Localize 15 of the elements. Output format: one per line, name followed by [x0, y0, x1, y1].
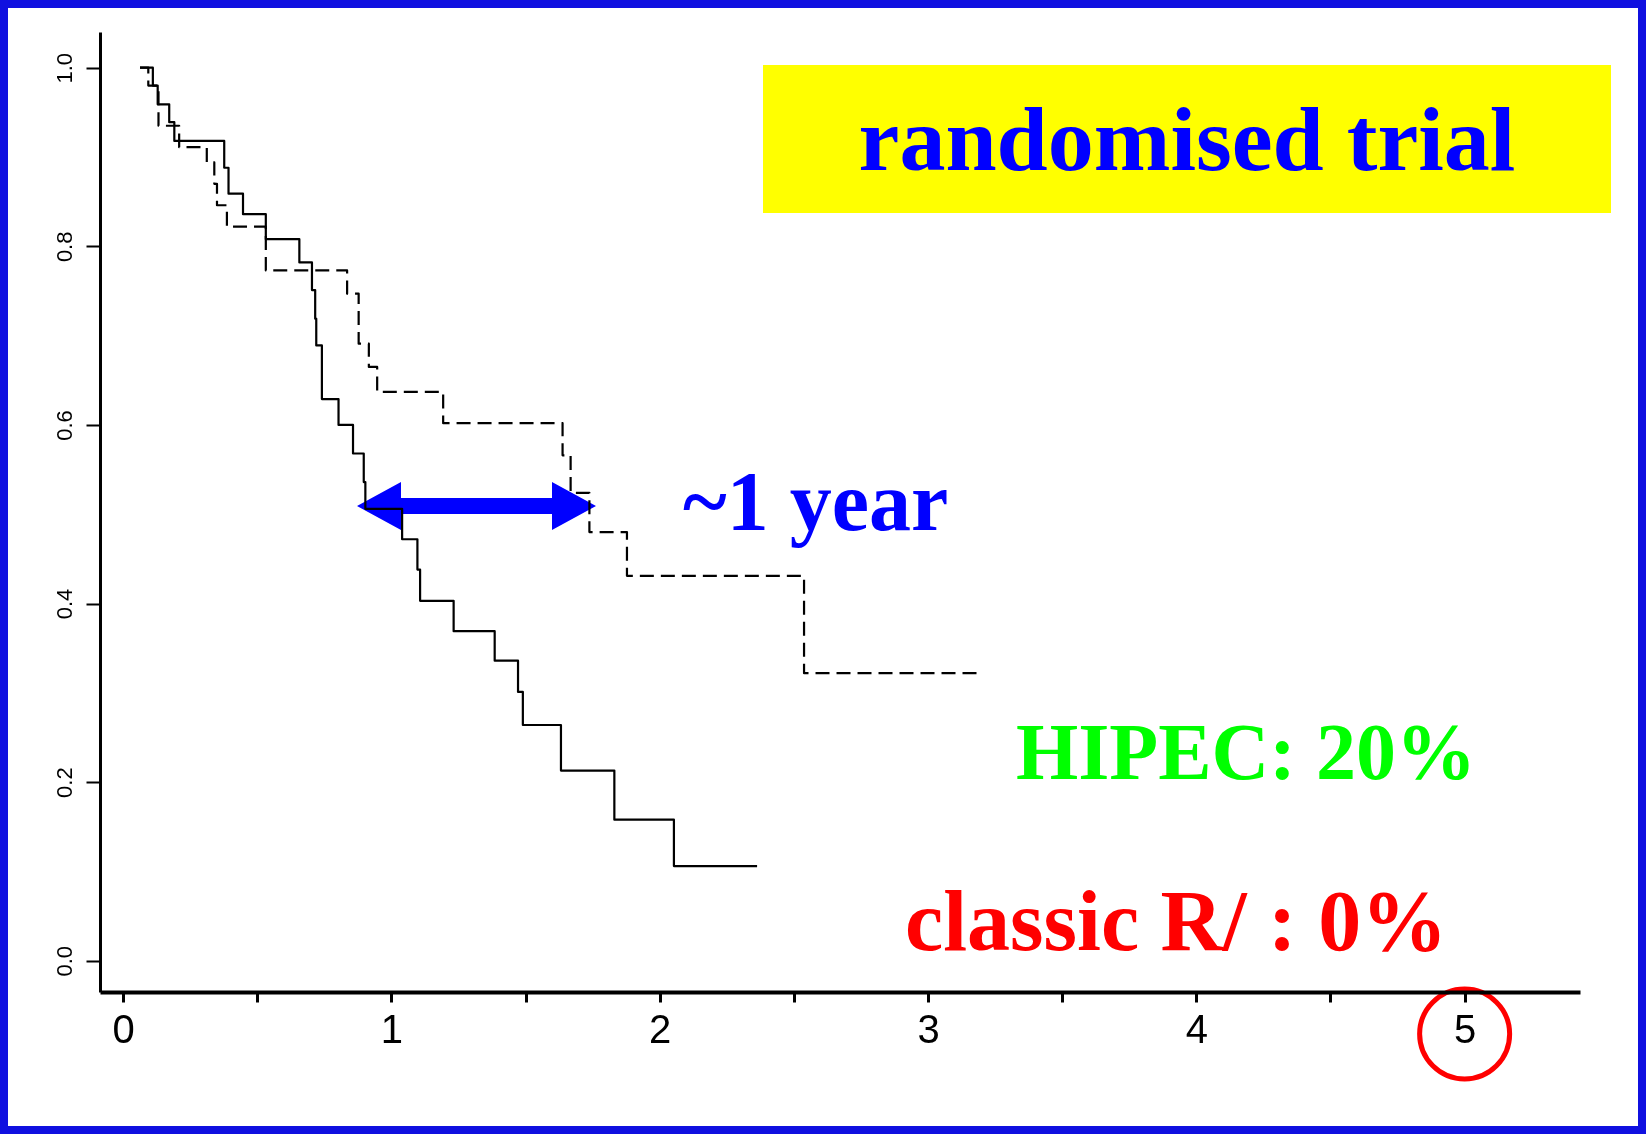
- y-tick-label: 0.6: [51, 410, 77, 441]
- x-tick-label: 5: [1454, 1006, 1477, 1051]
- x-tick-label: 1: [380, 1006, 404, 1051]
- y-tick-label: 0.4: [51, 588, 77, 620]
- x-tick-label: 3: [917, 1006, 940, 1051]
- x-tick-label: 0: [112, 1006, 135, 1051]
- annotation: ~1 year: [683, 455, 949, 548]
- y-tick-label: 0.2: [51, 767, 77, 798]
- x-tick-label: 4: [1185, 1006, 1208, 1051]
- y-tick-label: 1.0: [51, 52, 77, 84]
- y-tick-label: 0.8: [51, 231, 77, 263]
- y-tick-label: 0.0: [51, 945, 77, 977]
- annotation: HIPEC: 20%: [1016, 708, 1476, 796]
- annotation: classic R/ : 0%: [905, 873, 1448, 969]
- x-tick-label: 2: [649, 1006, 672, 1051]
